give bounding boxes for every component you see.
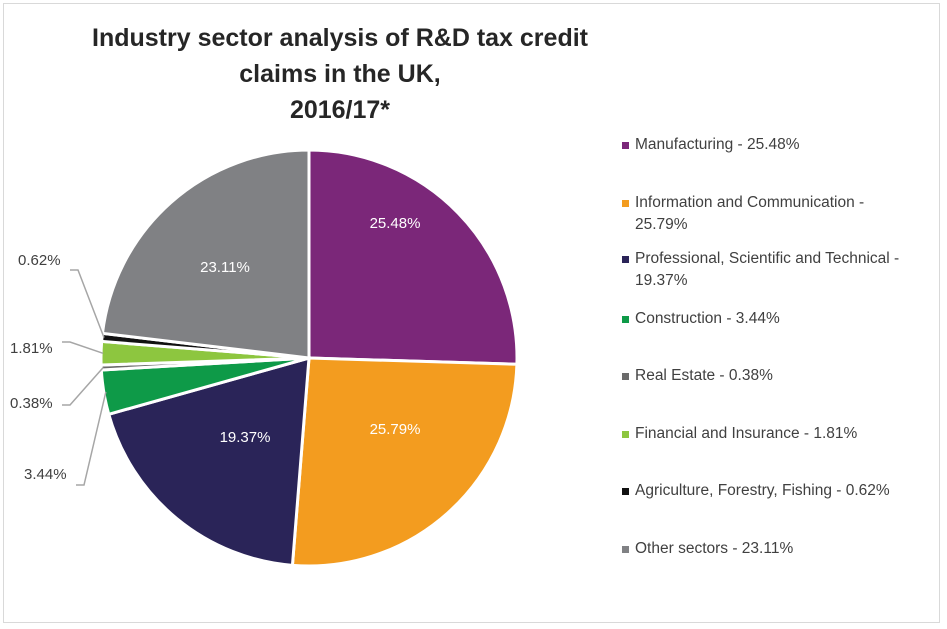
legend-label: Construction - 3.44%	[635, 310, 780, 327]
legend-label: Professional, Scientific and Technical -…	[635, 250, 900, 289]
legend-label: Real Estate - 0.38%	[635, 367, 773, 384]
legend-swatch-icon	[622, 546, 629, 553]
legend-swatch-icon	[622, 142, 629, 149]
legend-label: Other sectors - 23.11%	[635, 540, 794, 557]
leader-line-construction	[76, 391, 107, 486]
legend-item-real-estate: Real Estate - 0.38%	[622, 365, 920, 387]
legend-item-information-and-communication: Information and Communication - 25.79%	[622, 192, 920, 236]
chart-frame	[3, 3, 940, 623]
legend-swatch-icon	[622, 373, 629, 380]
data-label-manufacturing: 25.48%	[370, 215, 421, 232]
pie-slice-professional-scientific-and-technical	[106, 355, 311, 567]
legend-item-financial-and-insurance: Financial and Insurance - 1.81%	[622, 423, 920, 445]
leader-line-financial-and-insurance	[62, 341, 104, 354]
leader-line-agriculture-forestry-fishing	[70, 269, 105, 338]
pie-slice-manufacturing	[307, 148, 519, 366]
legend-label: Manufacturing - 25.48%	[635, 136, 800, 153]
legend-swatch-icon	[622, 316, 629, 323]
legend-swatch-icon	[622, 200, 629, 207]
data-label-real-estate: 0.38%	[10, 395, 53, 412]
legend-label: Information and Communication - 25.79%	[635, 194, 865, 233]
chart-title-line2: 2016/17*	[289, 96, 391, 124]
legend-swatch-icon	[622, 431, 629, 438]
legend-item-agriculture-forestry-fishing: Agriculture, Forestry, Fishing - 0.62%	[622, 480, 920, 502]
legend-label: Financial and Insurance - 1.81%	[635, 425, 858, 442]
legend-item-construction: Construction - 3.44%	[622, 308, 920, 330]
data-label-construction: 3.44%	[24, 466, 67, 483]
legend-label: Agriculture, Forestry, Fishing - 0.62%	[635, 482, 890, 499]
pie-slice-information-and-communication	[290, 356, 519, 568]
pie-slice-other-sectors	[100, 148, 311, 360]
data-label-agriculture-forestry-fishing: 0.62%	[18, 252, 61, 269]
data-label-financial-and-insurance: 1.81%	[10, 340, 53, 357]
leader-line-real-estate	[62, 366, 104, 406]
legend-swatch-icon	[622, 256, 629, 263]
legend-item-other-sectors: Other sectors - 23.11%	[622, 538, 920, 560]
legend-item-professional-scientific-and-technical: Professional, Scientific and Technical -…	[622, 248, 920, 292]
legend-swatch-icon	[622, 488, 629, 495]
legend-item-manufacturing: Manufacturing - 25.48%	[622, 134, 920, 156]
data-label-other-sectors: 23.11%	[200, 259, 250, 276]
chart-title-line1: Industry sector analysis of R&D tax cred…	[92, 24, 588, 88]
chart-title: Industry sector analysis of R&D tax cred…	[60, 20, 620, 128]
data-label-information-and-communication: 25.79%	[370, 421, 421, 438]
data-label-professional-scientific-and-technical: 19.37%	[220, 429, 271, 446]
